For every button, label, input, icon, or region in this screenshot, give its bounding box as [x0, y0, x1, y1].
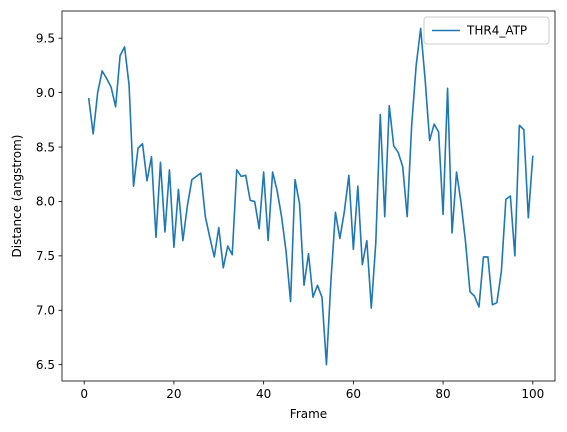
- legend: THR4_ATP: [423, 16, 550, 45]
- x-tick-label: 80: [435, 387, 450, 401]
- x-tick-label: 40: [256, 387, 271, 401]
- y-tick-label: 9.5: [36, 32, 55, 46]
- x-tick-label: 100: [521, 387, 544, 401]
- y-tick-label: 7.0: [36, 304, 55, 318]
- y-tick-label: 8.0: [36, 195, 55, 209]
- y-tick-label: 8.5: [36, 140, 55, 154]
- y-tick-label: 9.0: [36, 86, 55, 100]
- plot-area: [62, 11, 555, 381]
- y-axis-ticks: 6.5 7.0 7.5 8.0 8.5 9.0 9.5: [36, 32, 62, 372]
- x-axis-label: Frame: [290, 407, 327, 421]
- x-tick-label: 0: [80, 387, 88, 401]
- plot-frame: [61, 10, 556, 382]
- x-tick-label: 20: [166, 387, 181, 401]
- legend-entry-thr4-atp: THR4_ATP: [466, 24, 527, 38]
- legend-box: [423, 16, 550, 45]
- x-axis-ticks: 0 20 40 60 80 100: [80, 381, 544, 401]
- series-layer: [87, 27, 534, 366]
- x-tick-label: 60: [346, 387, 361, 401]
- y-tick-label: 7.5: [36, 249, 55, 263]
- y-axis-label: Distance (angstrom): [10, 135, 24, 258]
- y-tick-label: 6.5: [36, 358, 55, 372]
- series-line-thr4-atp: [87, 27, 534, 366]
